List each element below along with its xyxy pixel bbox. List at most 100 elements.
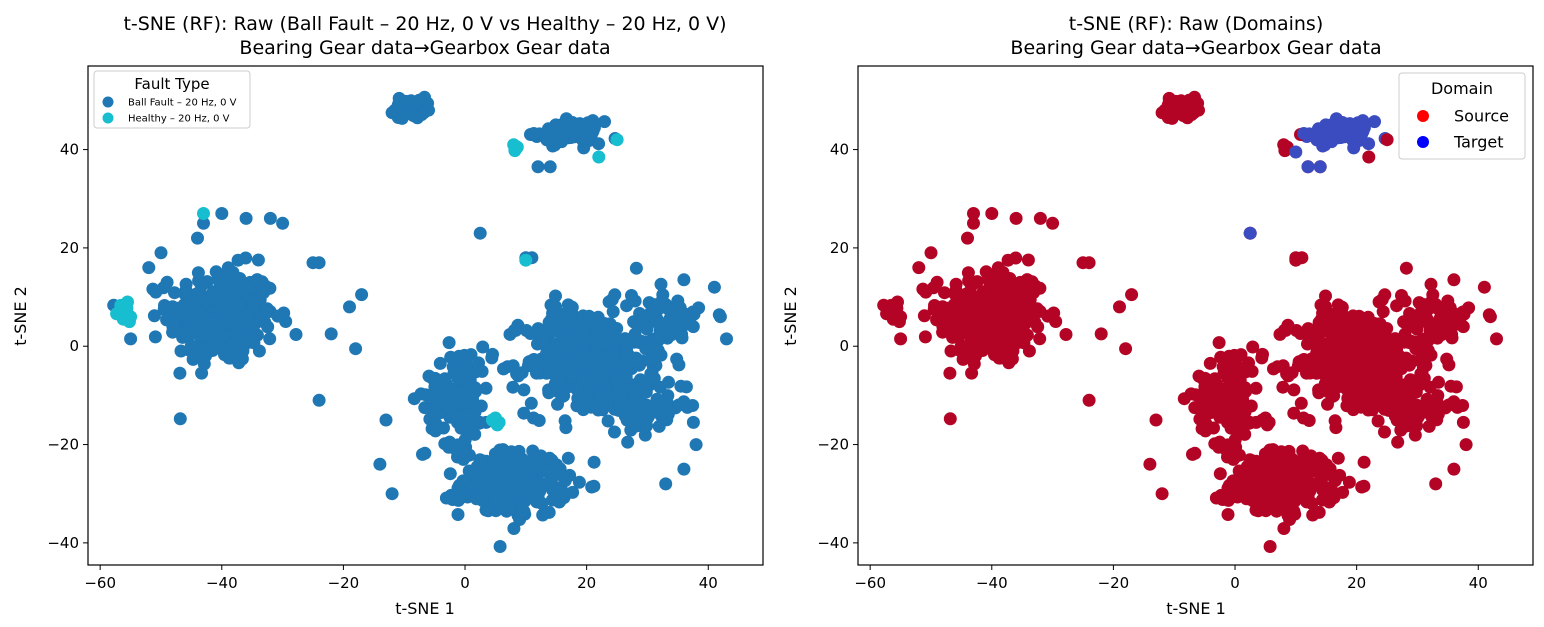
y-tick-label: −20 [47,436,79,454]
data-point-source [1213,467,1227,481]
data-point-source [1429,477,1443,491]
data-point-ball-fault [312,256,326,270]
data-point-source [1226,474,1240,488]
data-point-ball-fault [211,322,225,336]
data-point-source [1315,312,1328,326]
data-point-ball-fault [433,356,447,370]
data-point-source [1389,370,1403,384]
data-point-ball-fault [479,381,493,395]
data-point-source [1276,359,1290,373]
data-point-source [1342,475,1356,489]
data-point-source [1272,474,1286,487]
data-point-ball-fault [619,370,633,384]
data-point-source [1192,369,1206,383]
data-point-ball-fault [515,481,528,495]
data-point-ball-fault [191,266,205,280]
data-point-healthy [197,207,210,220]
data-point-ball-fault [197,348,211,362]
data-point-ball-fault [639,385,653,399]
data-point-ball-fault [511,369,525,383]
data-point-source [1378,425,1391,439]
data-point-ball-fault [458,433,472,447]
data-point-source [1113,300,1126,314]
data-point-source [1390,413,1404,427]
data-point-ball-fault [586,119,600,133]
data-point-ball-fault [577,329,591,342]
data-point-healthy [122,315,136,329]
data-point-ball-fault [566,362,579,376]
x-tick-label: −40 [206,574,238,592]
data-point-ball-fault [179,277,193,291]
data-point-ball-fault [527,127,541,140]
data-point-source [1258,491,1272,505]
data-point-ball-fault [640,419,654,433]
data-point-source [988,348,1001,362]
chart-title-line1: t-SNE (RF): Raw (Ball Fault – 20 Hz, 0 V… [123,13,726,35]
data-point-source [949,305,963,319]
data-point-ball-fault [525,478,539,492]
data-point-source [1294,396,1308,410]
data-point-ball-fault [654,397,668,411]
data-point-ball-fault [561,451,575,465]
data-point-source [1346,343,1360,357]
data-point-source [1399,261,1413,275]
data-point-source [1414,305,1428,319]
data-point-ball-fault [659,477,673,491]
data-point-source [943,366,957,380]
data-point-ball-fault [555,125,569,139]
legend-box [1398,72,1526,160]
chart-title-line1: t-SNE (RF): Raw (Domains) [1069,13,1323,35]
legend-label-source: Source [1454,107,1509,126]
data-point-ball-fault [173,412,187,426]
x-tick-label: −60 [854,574,886,592]
data-point-ball-fault [555,334,569,348]
data-point-source [1376,305,1390,319]
data-point-source [1443,301,1457,315]
data-point-source [1155,487,1169,501]
data-point-ball-fault [665,328,679,342]
data-point-source [985,207,999,220]
data-point-ball-fault [241,281,255,295]
data-point-ball-fault [429,416,443,430]
legend-marker-ball-fault [102,96,114,108]
y-tick-label: 40 [60,141,79,159]
data-point-ball-fault [312,393,326,407]
data-point-source [1010,310,1024,324]
data-point-source [1378,288,1392,302]
data-point-ball-fault [630,354,643,368]
data-point-ball-fault [229,286,243,300]
data-point-source [930,275,944,289]
x-tick-label: 20 [577,574,596,592]
data-point-source [948,287,962,301]
data-point-ball-fault [620,299,634,313]
data-point-source [1246,340,1260,354]
data-point-ball-fault [628,327,642,341]
data-point-ball-fault [343,300,356,314]
data-point-source [1315,483,1329,497]
data-point-source [981,322,995,336]
data-point-source [1249,381,1263,395]
data-point-ball-fault [608,288,622,302]
data-point-target [1346,133,1360,147]
data-point-ball-fault [553,494,567,508]
data-point-source [1370,325,1384,339]
data-point-source [1046,216,1060,230]
data-point-source [1290,324,1303,337]
data-point-ball-fault [154,246,168,260]
data-point-ball-fault [289,328,303,341]
data-point-ball-fault [239,211,253,225]
data-point-ball-fault [502,474,516,487]
data-point-source [1357,455,1371,469]
data-point-source [1169,94,1183,108]
data-point-ball-fault [592,137,606,151]
data-point-ball-fault [442,336,456,350]
data-point-ball-fault [555,390,569,403]
data-point-source [1424,397,1438,411]
data-point-source [1289,253,1303,267]
data-point-ball-fault [531,160,545,174]
x-tick-label: 40 [699,574,718,592]
data-point-source [1323,371,1337,384]
data-point-source [1271,500,1285,514]
data-point-source [1383,397,1396,411]
legend-title: Domain [1431,79,1493,98]
